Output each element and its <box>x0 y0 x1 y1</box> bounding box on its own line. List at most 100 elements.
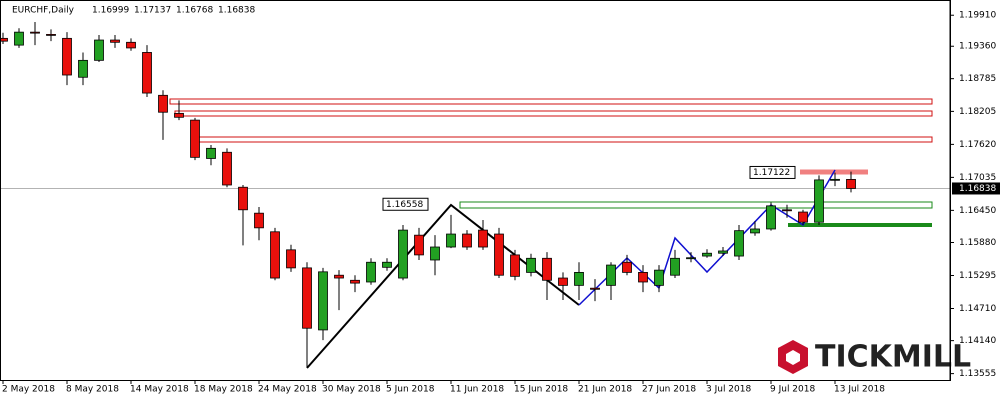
x-tick-label: 21 Jun 2018 <box>578 385 632 395</box>
candle-body <box>734 230 744 257</box>
y-tick-label: 1.13555 <box>959 369 996 379</box>
candle-body <box>478 229 488 248</box>
x-tick-label: 14 May 2018 <box>130 385 189 395</box>
x-tick-label: 13 Jul 2018 <box>834 385 885 395</box>
x-tick-label: 24 May 2018 <box>258 385 317 395</box>
candle-body <box>782 209 792 212</box>
candle-body <box>94 39 104 61</box>
candle-body <box>590 287 600 290</box>
y-tick-label: 1.17620 <box>959 140 996 150</box>
candle-body <box>494 233 504 276</box>
y-tick-label: 1.19910 <box>959 11 996 21</box>
candle-body <box>0 37 8 42</box>
logo-mark <box>786 350 800 365</box>
candle-body <box>398 229 408 279</box>
candle-body <box>462 233 472 248</box>
header-value: 1.16999 <box>92 6 129 16</box>
candle-body <box>798 211 808 223</box>
zigzag <box>306 203 580 369</box>
y-tick-label: 1.14710 <box>959 304 996 314</box>
candle-body <box>270 231 280 279</box>
candle-body <box>318 271 328 331</box>
candle-body <box>238 186 248 211</box>
last-price-box <box>952 182 1000 195</box>
resistance-zone <box>169 98 933 105</box>
x-tick-label: 15 Jun 2018 <box>514 385 568 395</box>
candle-body <box>334 274 344 279</box>
candle-body <box>846 178 856 189</box>
candle-body <box>526 257 536 273</box>
candle-body <box>670 257 680 276</box>
candle-body <box>222 151 232 186</box>
candle-body <box>814 179 824 223</box>
candle-body <box>14 31 24 46</box>
y-tick-label: 1.16450 <box>959 206 996 216</box>
candle-body <box>686 257 696 260</box>
y-tick-label: 1.15880 <box>959 238 996 248</box>
candle-body <box>830 178 840 181</box>
candle-body <box>142 52 152 94</box>
annotation-label: 1.16558 <box>386 200 423 210</box>
candle-body <box>254 212 264 229</box>
y-tick-label: 1.14140 <box>959 336 996 346</box>
candle-body <box>606 264 616 286</box>
candle-body <box>510 254 520 277</box>
candle-body <box>382 261 392 268</box>
y-tick-label: 1.18785 <box>959 74 996 84</box>
candle-body <box>158 94 168 113</box>
candle-body <box>446 233 456 248</box>
candle-body <box>430 246 440 261</box>
x-tick-label: 11 Jun 2018 <box>450 385 504 395</box>
candle-body <box>46 34 56 36</box>
y-tick-label: 1.15295 <box>959 271 996 281</box>
x-tick-label: 3 Jul 2018 <box>706 385 751 395</box>
candle-body <box>414 234 424 256</box>
header-value: 1.16838 <box>218 6 255 16</box>
chart-title: EURCHF,Daily <box>12 6 75 16</box>
candle-body <box>622 261 632 273</box>
header-value: 1.16768 <box>176 6 213 16</box>
candle-body <box>110 39 120 43</box>
candle-body <box>654 269 664 286</box>
annotation-box <box>382 197 429 211</box>
last-price-label: 1.16838 <box>959 184 996 194</box>
y-tick-label: 1.19360 <box>959 42 996 52</box>
candle-body <box>78 59 88 78</box>
x-tick-label: 8 May 2018 <box>66 385 119 395</box>
annotation-box <box>749 165 796 179</box>
annotation-label: 1.17122 <box>753 168 790 178</box>
candle-body <box>750 228 760 234</box>
candle-body <box>30 31 40 34</box>
candle-body <box>206 147 216 159</box>
x-tick-label: 30 May 2018 <box>322 385 381 395</box>
candle-body <box>702 252 712 257</box>
watermark-text: TICKMILL <box>815 340 971 375</box>
candle-body <box>542 257 552 281</box>
x-tick-label: 9 Jul 2018 <box>770 385 815 395</box>
candle-body <box>190 119 200 158</box>
candle-body <box>718 250 728 254</box>
y-tick-label: 1.17035 <box>959 173 996 183</box>
plot: 1.16558 1.17122 <box>0 21 950 368</box>
candle-body <box>558 277 568 286</box>
candle-body <box>350 279 360 284</box>
candle-body <box>286 249 296 269</box>
candle-body <box>174 112 184 118</box>
candle-body <box>574 271 584 286</box>
support-zone <box>459 201 933 209</box>
x-tick-label: 5 Jun 2018 <box>386 385 435 395</box>
candle-body <box>302 267 312 329</box>
candle-body <box>766 205 776 230</box>
header-value: 1.17137 <box>134 6 171 16</box>
candle-body <box>126 41 136 49</box>
x-tick-label: 27 Jun 2018 <box>642 385 696 395</box>
y-tick-label: 1.18205 <box>959 107 996 117</box>
candle-body <box>366 261 376 283</box>
x-tick-label: 18 May 2018 <box>194 385 253 395</box>
candle-body <box>638 271 648 283</box>
watermark: TICKMILL <box>778 340 971 375</box>
x-tick-label: 2 May 2018 <box>2 385 55 395</box>
candle-body <box>62 37 72 76</box>
